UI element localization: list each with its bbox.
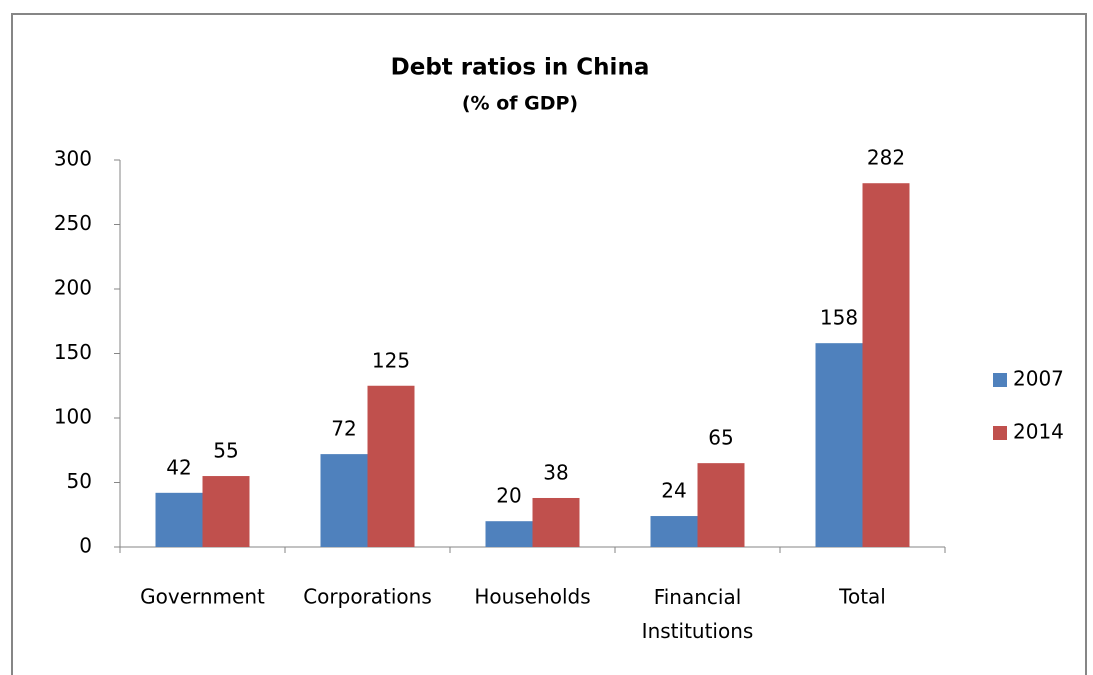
x-tick-label: Government	[140, 585, 265, 609]
data-label: 125	[372, 348, 410, 372]
bar	[485, 521, 533, 547]
y-tick-label: 100	[54, 405, 92, 429]
data-label: 20	[496, 484, 521, 508]
data-label: 38	[543, 460, 568, 484]
bar	[862, 183, 910, 547]
legend-label: 2014	[1013, 420, 1064, 444]
y-tick-label: 150	[54, 340, 92, 364]
y-tick-label: 50	[67, 469, 92, 493]
bar	[532, 497, 580, 547]
legend-swatch	[993, 373, 1007, 387]
y-tick-label: 250	[54, 211, 92, 235]
bar	[202, 476, 250, 547]
bar	[367, 385, 415, 547]
x-tick-label: Total	[838, 585, 886, 609]
bar	[650, 516, 698, 547]
data-label: 158	[820, 306, 858, 330]
bar	[815, 343, 863, 547]
bar	[697, 463, 745, 547]
chart-title: Debt ratios in China	[391, 55, 650, 81]
chart-subtitle: (% of GDP)	[462, 93, 578, 115]
data-label: 55	[213, 439, 238, 463]
x-tick-label: Households	[474, 585, 590, 609]
legend-label: 2007	[1013, 367, 1064, 391]
data-label: 72	[331, 417, 356, 441]
legend-swatch	[993, 426, 1007, 440]
y-tick-label: 200	[54, 276, 92, 300]
data-label: 65	[708, 426, 733, 450]
x-tick-label: Corporations	[303, 585, 432, 609]
bar	[155, 492, 203, 547]
x-tick-label: Financial Institutions	[642, 585, 754, 643]
data-label: 42	[166, 455, 191, 479]
data-label: 24	[661, 479, 686, 503]
y-tick-label: 0	[79, 534, 92, 558]
data-label: 282	[867, 146, 905, 170]
bar	[320, 454, 368, 547]
y-tick-label: 300	[54, 147, 92, 171]
